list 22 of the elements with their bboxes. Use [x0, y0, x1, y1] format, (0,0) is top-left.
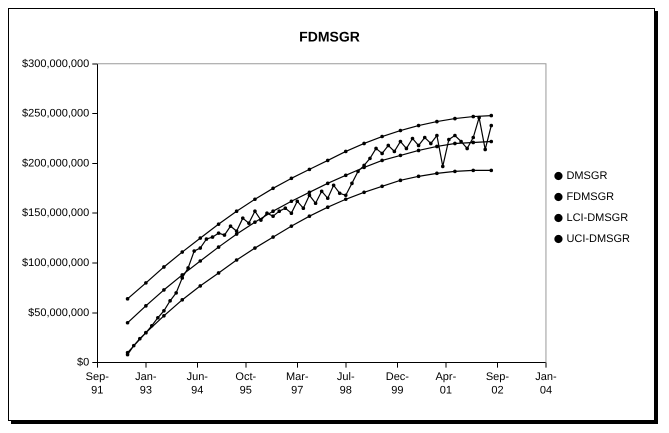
- x-tick-label: Oct-95: [235, 371, 256, 396]
- x-tick-label: Dec-99: [386, 371, 410, 396]
- x-tick-label: Apr-01: [435, 371, 457, 396]
- legend-label: LCI-DMSGR: [566, 212, 628, 224]
- x-tick-label: Jun-94: [186, 371, 208, 396]
- y-tick-label: $150,000,000: [22, 207, 90, 220]
- x-tick-label: Jul-98: [336, 371, 355, 396]
- legend-label: DMSGR: [566, 170, 608, 182]
- y-tick-label: $0: [77, 356, 90, 369]
- x-tick-label: Mar-97: [286, 371, 309, 396]
- x-tick-label: Sep-02: [486, 371, 510, 396]
- x-tick-label: Jan-04: [535, 371, 557, 396]
- y-tick-label: $300,000,000: [22, 58, 90, 70]
- chart-title: FDMSGR: [299, 28, 360, 44]
- x-tick-label: Sep-91: [86, 371, 110, 396]
- x-tick-label: Jan-93: [135, 371, 157, 396]
- legend-label: FDMSGR: [566, 191, 614, 204]
- legend-label: UCI-DMSGR: [566, 233, 630, 246]
- y-tick-label: $250,000,000: [22, 108, 90, 120]
- y-tick-label: $100,000,000: [22, 257, 90, 270]
- y-tick-label: $50,000,000: [28, 306, 90, 319]
- y-tick-label: $200,000,000: [22, 157, 90, 170]
